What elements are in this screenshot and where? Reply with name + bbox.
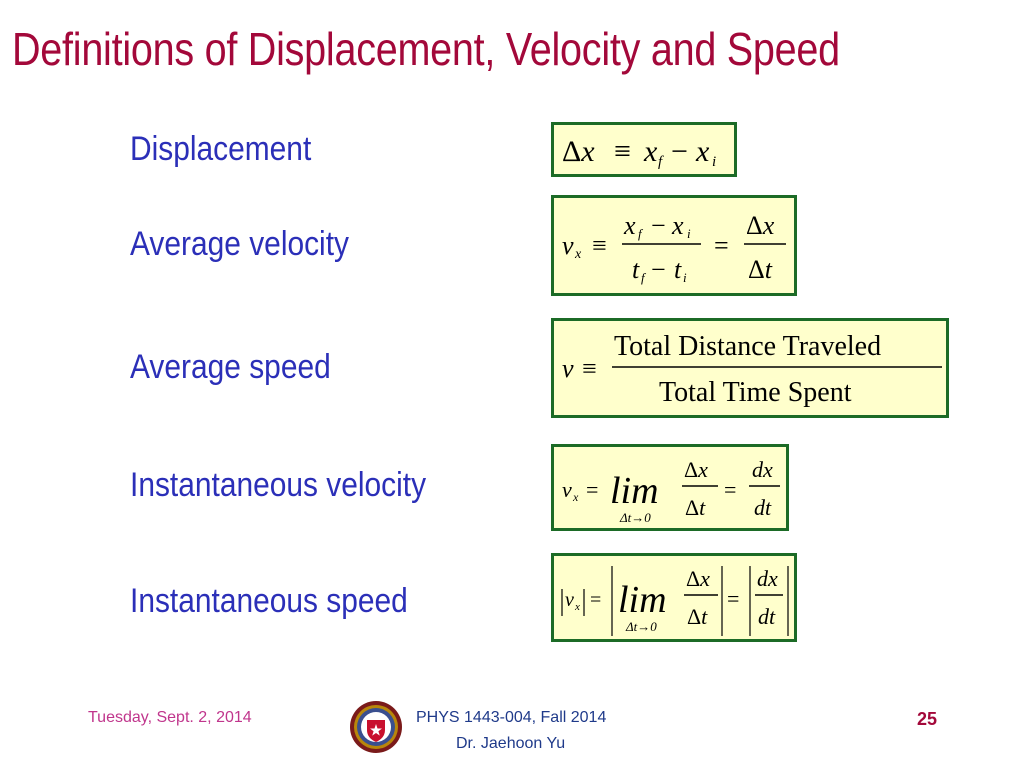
lim-operator-abs: lim [618,579,667,621]
footer-course: PHYS 1443-004, Fall 2014 [416,709,607,726]
formula-average-velocity: v x ≡ x f − x i t f − t i = Δx Δt [551,195,797,296]
formula-instantaneous-velocity: v x = lim Δt→0 Δx Δt = dx dt [551,444,789,531]
label-instantaneous-speed: Instantaneous speed [130,582,408,620]
svg-text:=: = [724,477,736,502]
svg-text:i: i [683,270,687,285]
label-instantaneous-velocity: Instantaneous velocity [130,466,427,504]
label-average-velocity: Average velocity [130,225,349,263]
university-seal-icon [350,701,402,753]
svg-text:dt: dt [758,604,776,629]
svg-text:dt: dt [754,495,772,520]
footer-date: Tuesday, Sept. 2, 2014 [88,709,252,726]
svg-text:t: t [632,255,640,284]
svg-text:v: v [562,354,574,383]
svg-text:Δx: Δx [686,566,710,591]
average-speed-denominator: Total Time Spent [659,377,852,408]
svg-text:=: = [590,589,601,611]
svg-text:Δt: Δt [748,255,773,284]
svg-text:≡: ≡ [592,231,607,260]
svg-text:−: − [671,135,688,168]
svg-text:≡: ≡ [614,135,631,168]
formula-displacement: Δx ≡ x f − x i [551,122,737,177]
svg-text:≡: ≡ [582,354,597,383]
average-speed-numerator: Total Distance Traveled [614,331,881,362]
svg-text:f: f [638,226,644,241]
svg-text:=: = [714,231,729,260]
lim-subscript-abs: Δt→0 [625,619,657,634]
formula-instantaneous-speed-math: v x = lim Δt→0 Δx Δt = dx dt [561,566,789,636]
label-average-speed: Average speed [130,348,331,386]
page-number: 25 [917,709,938,729]
svg-text:Δx: Δx [684,457,708,482]
svg-text:x: x [671,211,684,240]
label-displacement: Displacement [130,130,312,168]
formula-average-speed-math: v ≡ Total Distance Traveled Total Time S… [562,331,942,408]
svg-text:Δx: Δx [746,211,775,240]
svg-text:v: v [565,589,574,611]
svg-text:t: t [674,255,682,284]
svg-text:x: x [572,490,579,504]
formula-instantaneous-velocity-math: v x = lim Δt→0 Δx Δt = dx dt [562,457,780,525]
lim-subscript: Δt→0 [619,510,651,525]
svg-text:dx: dx [752,457,773,482]
svg-text:=: = [586,477,598,502]
svg-text:−: − [651,255,666,284]
svg-text:x: x [623,211,636,240]
svg-text:v: v [562,231,574,260]
svg-text:i: i [687,226,691,241]
footer-author: Dr. Jaehoon Yu [456,735,566,752]
svg-text:v: v [562,477,572,502]
svg-text:x: x [574,247,582,262]
svg-text:dx: dx [757,566,778,591]
svg-text:x: x [574,601,580,613]
formula-instantaneous-speed: v x = lim Δt→0 Δx Δt = dx dt [551,553,797,642]
svg-text:=: = [727,586,739,611]
svg-text:i: i [712,154,716,170]
slide-title: Definitions of Displacement, Velocity an… [12,23,840,75]
svg-text:Δx: Δx [562,135,595,168]
formula-average-speed: v ≡ Total Distance Traveled Total Time S… [551,318,949,418]
svg-text:x: x [643,135,658,168]
formula-displacement-math: Δx ≡ x f − x i [562,135,716,170]
svg-text:x: x [695,135,710,168]
formula-average-velocity-math: v x ≡ x f − x i t f − t i = Δx Δt [562,211,786,285]
svg-text:f: f [641,270,647,285]
svg-text:−: − [651,211,666,240]
lim-operator: lim [610,470,659,512]
svg-text:Δt: Δt [687,604,708,629]
svg-text:Δt: Δt [685,495,706,520]
svg-text:f: f [658,154,664,170]
